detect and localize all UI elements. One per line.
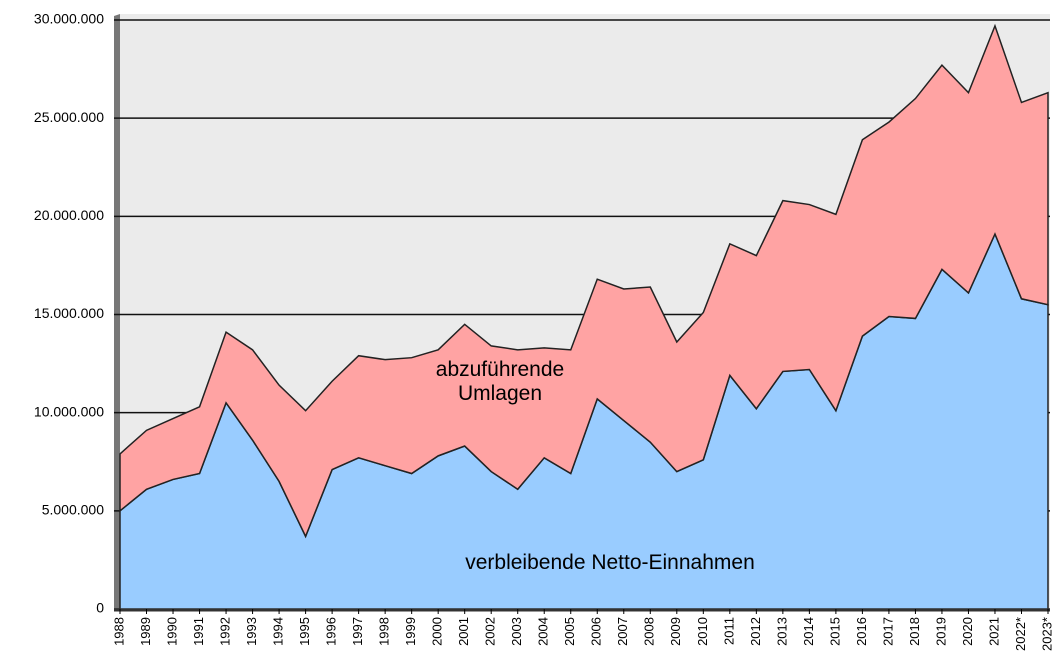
- x-tick-label: 2004: [536, 617, 551, 646]
- y-tick-label: 30.000.000: [34, 11, 104, 27]
- x-tick-label: 1990: [164, 617, 179, 646]
- y-tick-label: 10.000.000: [34, 403, 104, 419]
- x-tick-label: 2014: [801, 617, 816, 646]
- x-tick-label: 2010: [695, 617, 710, 646]
- y-tick-label: 15.000.000: [34, 305, 104, 321]
- x-tick-label: 1992: [217, 617, 232, 646]
- x-tick-label: 1998: [377, 617, 392, 646]
- x-tick-label: 2009: [668, 617, 683, 646]
- area: [119, 23, 1049, 539]
- y-tick-label: 5.000.000: [42, 502, 104, 518]
- x-tick-label: 2007: [615, 617, 630, 646]
- umlagen-label: abzuführende Umlagen: [435, 358, 565, 405]
- x-tick-label: 2016: [854, 617, 869, 646]
- x-tick-label: 2015: [827, 617, 842, 646]
- x-tick-label: 2000: [430, 617, 445, 646]
- x-tick-label: 1996: [324, 617, 339, 646]
- netto-label: verbleibende Netto-Einnahmen: [465, 551, 755, 574]
- x-tick-label: 2008: [642, 617, 657, 646]
- x-tick-label: 1995: [297, 617, 312, 646]
- x-tick-label: 2020: [960, 617, 975, 646]
- y-tick-label: 20.000.000: [34, 207, 104, 223]
- x-tick-label: 2005: [562, 617, 577, 646]
- x-tick-label: 2017: [880, 617, 895, 646]
- x-tick-label: 2012: [748, 617, 763, 646]
- x-tick-label: 2018: [907, 617, 922, 646]
- x-tick-label: 2011: [721, 617, 736, 645]
- x-tick-label: 1993: [244, 617, 259, 646]
- x-tick-label: 1991: [191, 617, 206, 646]
- x-tick-label: 1989: [138, 617, 153, 646]
- x-tick-label: 1988: [111, 617, 126, 646]
- x-tick-label: 2001: [456, 617, 471, 646]
- x-tick-label: 2006: [589, 617, 604, 646]
- y-tick-label: 0: [96, 600, 104, 616]
- x-tick-label: 2002: [483, 617, 498, 646]
- x-tick-label: 2003: [509, 617, 524, 646]
- y-tick-label: 25.000.000: [34, 109, 104, 125]
- x-tick-label: 1997: [350, 617, 365, 646]
- left-wall: [114, 14, 120, 611]
- x-tick-label: 2023*: [1039, 617, 1052, 651]
- x-tick-label: 1999: [403, 617, 418, 646]
- x-tick-label: 2021: [986, 617, 1001, 646]
- x-tick-label: 1994: [271, 617, 286, 646]
- x-tick-label: 2022*: [1013, 617, 1028, 651]
- x-tick-label: 2013: [774, 617, 789, 646]
- x-tick-label: 2019: [933, 617, 948, 646]
